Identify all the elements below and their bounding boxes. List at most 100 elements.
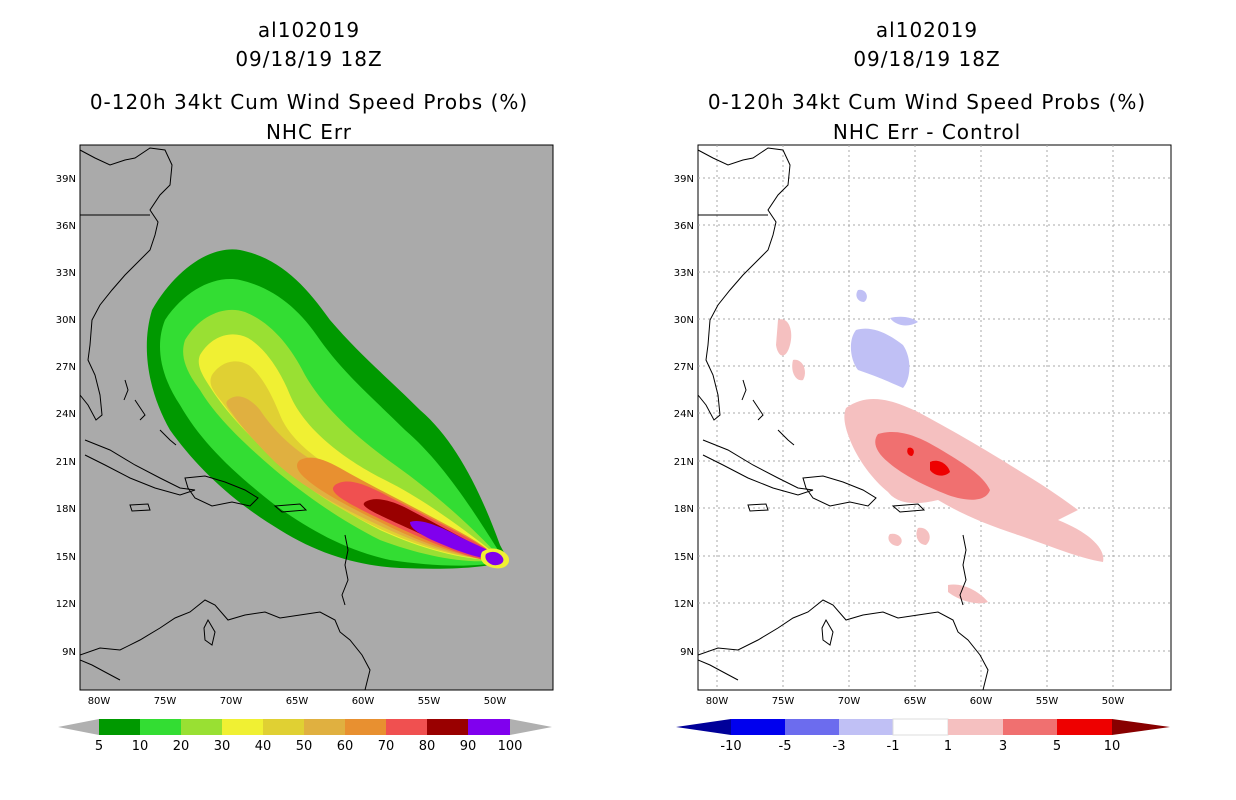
colorbar-label: -10 <box>720 739 741 754</box>
colorbar-swatch <box>304 719 345 735</box>
colorbar-low-arrow <box>676 719 731 735</box>
bahamas-3 <box>159 429 177 446</box>
diff-contour-neg1 <box>850 328 910 388</box>
lat-label: 15N <box>56 552 76 563</box>
cuba <box>702 439 814 496</box>
colorbar-high-arrow <box>510 719 552 735</box>
lat-label: 30N <box>56 315 76 326</box>
colorbar-label: 5 <box>1053 739 1061 754</box>
south-america <box>80 599 371 690</box>
lat-label: 27N <box>56 362 76 373</box>
bahamas-1 <box>741 379 747 401</box>
colorbar-label: 90 <box>460 739 477 754</box>
colorbar-swatch <box>181 719 222 735</box>
colorbar-low-arrow <box>58 719 99 735</box>
lat-label: 18N <box>674 504 694 515</box>
colorbar-label: 60 <box>337 739 354 754</box>
cuba <box>84 439 196 496</box>
hispaniola <box>802 475 877 507</box>
lat-label: 9N <box>680 647 694 658</box>
lat-label: 39N <box>674 174 694 185</box>
jamaica <box>747 503 769 512</box>
colorbar-swatch <box>99 719 140 735</box>
diff-contour-1c <box>792 359 805 381</box>
lon-label: 80W <box>88 696 111 707</box>
lon-label: 60W <box>352 696 375 707</box>
lon-label: 60W <box>970 696 993 707</box>
colorbar-label: -3 <box>833 739 846 754</box>
colorbar-swatch <box>345 719 386 735</box>
antilles <box>341 534 349 606</box>
lat-label: 24N <box>674 409 694 420</box>
coastlines <box>80 147 371 690</box>
colorbar-swatch <box>785 719 839 735</box>
difference-map: 39N 36N 33N 30N 27N 24N 21N 18N 15N 12N … <box>674 144 1172 754</box>
colorbar-label: 10 <box>132 739 149 754</box>
datetime: 09/18/19 18Z <box>235 47 383 71</box>
puerto-rico <box>891 503 926 513</box>
colorbar-swatch <box>386 719 427 735</box>
puerto-rico <box>273 503 308 513</box>
latitude-ticks: 39N 36N 33N 30N 27N 24N 21N 18N 15N 12N … <box>56 174 76 658</box>
probability-map: 39N 36N 33N 30N 27N 24N 21N 18N 15N 12N … <box>56 144 554 754</box>
antilles <box>959 534 967 606</box>
colorbar-label: -1 <box>887 739 900 754</box>
prob-contour-30 <box>198 334 498 560</box>
colorbar-label: 3 <box>999 739 1007 754</box>
probability-contours <box>146 249 510 569</box>
lat-label: 18N <box>56 504 76 515</box>
storm-id: al102019 <box>875 18 979 42</box>
lat-label: 21N <box>674 457 694 468</box>
colorbar-swatch <box>1003 719 1057 735</box>
lat-label: 12N <box>674 599 694 610</box>
lon-label: 65W <box>286 696 309 707</box>
diff-contour-neg1c <box>890 316 918 326</box>
us-east-coast <box>80 147 173 421</box>
map-subtitle: NHC Err <box>265 120 353 144</box>
left-panel: al102019 09/18/19 18Z 0-120h 34kt Cum Wi… <box>56 18 554 754</box>
colorbar-swatch <box>468 719 510 735</box>
colorbar-swatch <box>222 719 263 735</box>
lon-label: 55W <box>418 696 441 707</box>
right-panel: al102019 09/18/19 18Z 0-120h 34kt Cum Wi… <box>618 0 1236 800</box>
lat-label: 39N <box>56 174 76 185</box>
colorbar-swatch <box>427 719 468 735</box>
bahamas-2 <box>752 399 764 421</box>
colorbar-label: 5 <box>95 739 103 754</box>
colorbar-swatch <box>263 719 304 735</box>
prob-contour-90 <box>410 520 500 560</box>
colorbar-swatch <box>892 718 949 736</box>
longitude-ticks: 80W 75W 70W 65W 60W 55W 50W <box>706 696 1125 707</box>
lon-label: 70W <box>220 696 243 707</box>
colorbar-label: 70 <box>378 739 395 754</box>
lat-label: 15N <box>674 552 694 563</box>
colorbar-label: 80 <box>419 739 436 754</box>
map-title: 0-120h 34kt Cum Wind Speed Probs (%) <box>707 90 1147 114</box>
diff-contour-1d <box>948 584 988 604</box>
colorbar: -10 -5 -3 -1 1 3 5 10 <box>676 718 1170 754</box>
colorbar-label: 10 <box>1104 739 1121 754</box>
storm-id: al102019 <box>257 18 361 42</box>
bahamas-2 <box>134 399 146 421</box>
lon-label: 50W <box>1102 696 1125 707</box>
lat-label: 33N <box>674 268 694 279</box>
lon-label: 80W <box>706 696 729 707</box>
bahamas-1 <box>123 379 129 401</box>
colorbar-swatch <box>1057 719 1112 735</box>
lake-maracaibo <box>821 618 834 646</box>
lat-label: 9N <box>62 647 76 658</box>
lat-label: 36N <box>56 221 76 232</box>
diff-contour-neg1b <box>856 289 867 302</box>
panama-coast <box>698 659 739 681</box>
hispaniola <box>184 475 259 507</box>
colorbar-swatch <box>731 719 785 735</box>
colorbar-high-arrow <box>1112 719 1170 735</box>
colorbar-swatch <box>140 719 181 735</box>
lon-label: 75W <box>772 696 795 707</box>
longitude-ticks: 80W 75W 70W 65W 60W 55W 50W <box>88 696 507 707</box>
coastlines <box>698 147 989 690</box>
lon-label: 70W <box>838 696 861 707</box>
lake-maracaibo <box>203 618 216 646</box>
difference-contours <box>776 289 1104 604</box>
lon-label: 75W <box>154 696 177 707</box>
